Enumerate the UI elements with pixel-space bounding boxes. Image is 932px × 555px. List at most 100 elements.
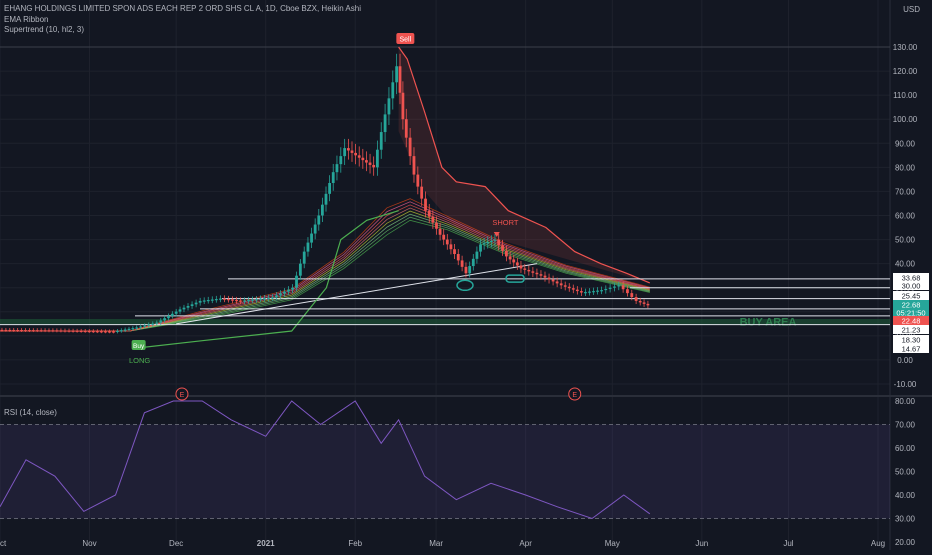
candle-body bbox=[551, 279, 555, 282]
candle-body bbox=[63, 330, 67, 332]
supertrend-up-line bbox=[138, 210, 399, 349]
candle-body bbox=[198, 300, 202, 303]
candle-body bbox=[575, 289, 579, 292]
time-tick-label: Jun bbox=[695, 539, 708, 548]
candle-body bbox=[435, 222, 438, 229]
earnings-marker-icon[interactable] bbox=[175, 387, 189, 401]
candle-body bbox=[354, 152, 358, 156]
candle-body bbox=[167, 315, 170, 319]
candle-body bbox=[416, 174, 420, 187]
candle-body bbox=[214, 299, 218, 301]
level-price-badge bbox=[893, 300, 929, 309]
candle-body bbox=[613, 286, 616, 288]
candle-body bbox=[112, 331, 115, 333]
rsi-label[interactable]: RSI (14, close) bbox=[4, 408, 57, 417]
candle-body bbox=[361, 157, 365, 161]
level-price-label: 30.00 bbox=[902, 282, 921, 291]
candle-body bbox=[527, 269, 531, 272]
candle-body bbox=[174, 311, 178, 314]
candle-body bbox=[523, 268, 527, 270]
candle-body bbox=[621, 285, 625, 290]
candle-body bbox=[339, 156, 343, 165]
candle-body bbox=[365, 160, 368, 163]
short-label: SHORT bbox=[492, 218, 519, 227]
candle-body bbox=[604, 288, 608, 291]
candle-body bbox=[368, 162, 372, 165]
candle-body bbox=[123, 329, 127, 331]
candle-body bbox=[206, 299, 210, 302]
time-tick-label: Aug bbox=[871, 539, 885, 548]
candle-body bbox=[584, 292, 587, 294]
candle-body bbox=[442, 234, 446, 240]
candle-body bbox=[479, 244, 482, 252]
level-price-badge bbox=[893, 325, 929, 334]
candle-body bbox=[147, 324, 151, 326]
candle-body bbox=[504, 250, 508, 257]
level-price-badge bbox=[893, 308, 929, 317]
rsi-tick-label: 20.00 bbox=[895, 538, 916, 547]
rsi-tick-label: 70.00 bbox=[895, 421, 916, 430]
candle-body bbox=[202, 300, 206, 302]
candle-body bbox=[75, 330, 79, 332]
candle-body bbox=[328, 183, 332, 194]
level-price-badge bbox=[893, 335, 929, 344]
candle-body bbox=[182, 307, 186, 310]
candle-body bbox=[274, 295, 278, 298]
candle-body bbox=[489, 240, 493, 242]
ema-ribbon-line bbox=[0, 213, 650, 332]
time-tick-label: Feb bbox=[348, 539, 362, 548]
earnings-marker-icon[interactable] bbox=[568, 387, 582, 401]
candle-body bbox=[449, 244, 453, 250]
candle-body bbox=[20, 330, 23, 332]
candle-body bbox=[47, 330, 51, 332]
candle-body bbox=[567, 286, 571, 289]
highlight-circle bbox=[456, 279, 474, 292]
level-price-label: 22.68 bbox=[902, 301, 921, 310]
ema-ribbon-line bbox=[0, 207, 650, 332]
candle-body bbox=[335, 164, 339, 173]
candle-body bbox=[383, 114, 387, 133]
supertrend-label[interactable]: Supertrend (10, hl2, 3) bbox=[4, 25, 85, 34]
candle-body bbox=[239, 300, 242, 302]
price-tick-label: 70.00 bbox=[895, 187, 916, 196]
candle-body bbox=[497, 239, 501, 246]
candle-body bbox=[135, 327, 139, 329]
candle-body bbox=[486, 241, 490, 244]
level-price-label: 25.45 bbox=[902, 292, 921, 301]
buy-area-label: BUY AREA bbox=[740, 317, 797, 329]
candle-body bbox=[231, 299, 234, 301]
candle-body bbox=[600, 290, 604, 292]
candle-body bbox=[493, 239, 497, 241]
candle-body bbox=[310, 233, 313, 243]
symbol-title[interactable]: EHANG HOLDINGS LIMITED SPON ADS EACH REP… bbox=[4, 4, 361, 13]
candle-body bbox=[379, 132, 383, 150]
candle-body bbox=[79, 330, 83, 333]
rsi-tick-label: 30.00 bbox=[895, 515, 916, 524]
candle-body bbox=[424, 198, 427, 211]
candle-body bbox=[460, 260, 464, 267]
ema-ribbon-label[interactable]: EMA Ribbon bbox=[4, 14, 49, 24]
candle-body bbox=[267, 297, 270, 299]
candle-body bbox=[116, 330, 119, 333]
level-price-badge bbox=[893, 316, 929, 325]
candle-body bbox=[35, 330, 39, 332]
buy-signal-badge[interactable] bbox=[131, 340, 146, 350]
price-tick-label: 0.00 bbox=[897, 356, 913, 365]
candle-body bbox=[218, 298, 222, 300]
candle-body bbox=[508, 256, 512, 260]
price-tick-label: 100.00 bbox=[893, 115, 918, 124]
sell-signal-badge[interactable] bbox=[396, 33, 415, 44]
candle-body bbox=[95, 331, 99, 333]
candle-body bbox=[346, 148, 350, 151]
candle-body bbox=[255, 299, 258, 301]
time-tick-label: Apr bbox=[519, 539, 532, 548]
candle-body bbox=[0, 329, 4, 332]
candle-body bbox=[471, 258, 475, 267]
level-price-badge bbox=[893, 273, 929, 282]
candle-body bbox=[16, 329, 20, 332]
candle-body bbox=[223, 298, 226, 300]
candle-body bbox=[512, 259, 516, 263]
candle-body bbox=[431, 216, 435, 223]
